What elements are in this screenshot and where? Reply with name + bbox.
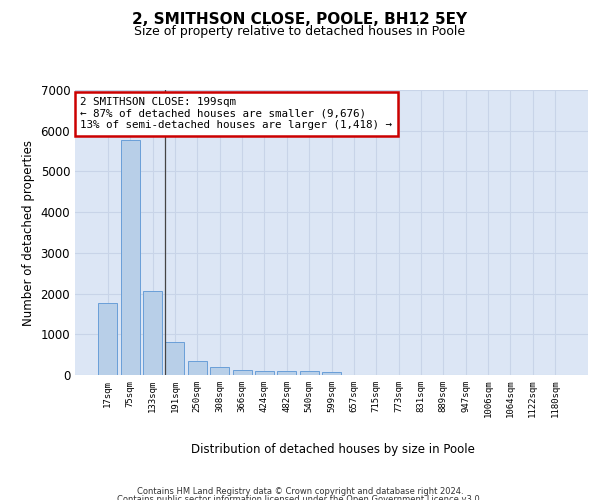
Text: Distribution of detached houses by size in Poole: Distribution of detached houses by size … <box>191 442 475 456</box>
Bar <box>210 368 229 375</box>
Bar <box>233 370 251 375</box>
Bar <box>255 370 274 375</box>
Text: Contains HM Land Registry data © Crown copyright and database right 2024.: Contains HM Land Registry data © Crown c… <box>137 488 463 496</box>
Y-axis label: Number of detached properties: Number of detached properties <box>22 140 35 326</box>
Text: 2, SMITHSON CLOSE, POOLE, BH12 5EY: 2, SMITHSON CLOSE, POOLE, BH12 5EY <box>133 12 467 28</box>
Text: Contains public sector information licensed under the Open Government Licence v3: Contains public sector information licen… <box>118 495 482 500</box>
Bar <box>299 372 319 375</box>
Bar <box>121 140 140 375</box>
Text: Size of property relative to detached houses in Poole: Size of property relative to detached ho… <box>134 25 466 38</box>
Bar <box>188 361 207 375</box>
Text: 2 SMITHSON CLOSE: 199sqm
← 87% of detached houses are smaller (9,676)
13% of sem: 2 SMITHSON CLOSE: 199sqm ← 87% of detach… <box>80 97 392 130</box>
Bar <box>143 291 162 375</box>
Bar <box>166 342 184 375</box>
Bar <box>322 372 341 375</box>
Bar <box>98 302 118 375</box>
Bar <box>277 371 296 375</box>
